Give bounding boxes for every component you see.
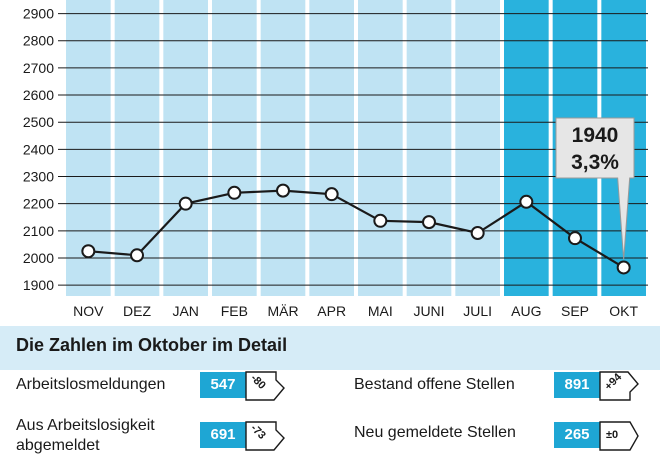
x-tick-label: DEZ [123,303,151,319]
x-tick-label: SEP [561,303,589,319]
data-point [616,260,631,275]
data-point [568,231,582,246]
gridlines [58,13,648,286]
callout-shape [555,117,635,260]
x-tick-label: MAI [368,303,393,319]
delta-arrow-up-icon: +94 [598,370,639,401]
y-tick-label: 2300 [23,169,54,185]
x-tick-label: APR [317,303,346,319]
data-point [130,248,144,263]
data-point [227,185,242,200]
data-point [276,183,290,198]
callout-value: 1940 [572,124,619,147]
line-chart: 1900 2000 2100 2200 2300 2400 2500 2600 2700 2800… [23,0,648,319]
month-column [212,0,257,296]
value-box: 265 [554,422,600,448]
y-tick-label: 2100 [23,223,54,239]
data-point [324,187,339,202]
delta-value: ±0 [606,429,619,441]
detail-title: Die Zahlen im Oktober im Detail [16,335,288,355]
x-axis-tick-labels: NOV DEZ JAN FEB MÄR APR MAI JUNI JULI AUG SEP OKT [73,303,638,319]
y-tick-label: 2000 [23,250,54,266]
x-tick-label: OKT [609,303,638,319]
value-box: 891 [554,372,600,398]
month-column [260,0,306,296]
data-point [519,194,534,209]
month-column [358,0,403,296]
series-line [88,189,625,269]
y-axis-tick-labels: 1900 2000 2100 2200 2300 2400 2500 2600 2700 2800… [23,6,54,294]
month-columns [66,0,646,296]
y-tick-label: 2600 [23,87,54,103]
x-tick-label: FEB [221,303,248,319]
y-tick-label: 2400 [23,141,54,157]
y-tick-label: 2700 [23,60,54,76]
month-column [504,0,549,296]
x-tick-label: NOV [73,303,104,319]
month-column [406,0,452,296]
y-tick-label: 2500 [23,114,54,130]
delta-arrow-down-icon: -80 [244,370,285,401]
detail-label: Bestand offene Stellen [354,376,515,393]
callout-percent: 3,3% [571,151,619,174]
detail-label: Aus Arbeitslosigkeit abgemeldet [16,417,155,454]
value-box: 547 [200,372,246,398]
month-column [455,0,500,296]
x-tick-label: AUG [511,303,541,319]
delta-arrow-down-icon: -73 [244,420,285,451]
x-tick-label: JUNI [413,303,444,319]
month-column [163,0,208,296]
x-tick-label: JAN [172,303,198,319]
y-tick-label: 2800 [23,33,54,49]
data-points [81,183,631,275]
detail-item-bestand-offene-stellen: Bestand offene Stellen 891 +94 [330,370,660,402]
data-point [178,196,193,211]
x-tick-label: MÄR [267,303,298,319]
detail-item-aus-arbeitslosigkeit: Aus Arbeitslosigkeit abgemeldet 691 -73 [0,416,330,454]
value-box: 691 [200,422,246,448]
x-tick-label: JULI [463,303,492,319]
detail-label: Arbeitslosmeldungen [16,376,166,393]
data-point [422,215,436,230]
y-tick-label: 2200 [23,196,54,212]
detail-item-arbeitslosmeldungen: Arbeitslosmeldungen 547 -80 [0,370,330,402]
data-point [81,244,96,259]
detail-item-neu-gemeldete-stellen: Neu gemeldete Stellen 265 ±0 [330,416,660,451]
month-column [114,0,160,296]
detail-title-bar: Die Zahlen im Oktober im Detail [0,326,660,370]
data-point [470,225,485,240]
value-callout: 1940 3,3% [555,117,635,260]
data-point [373,213,388,228]
delta-arrow-flat-icon: ±0 [598,420,639,451]
y-tick-label: 1900 [23,277,54,293]
y-tick-label: 2900 [23,6,54,22]
month-column [309,0,354,296]
detail-label: Neu gemeldete Stellen [354,424,516,441]
